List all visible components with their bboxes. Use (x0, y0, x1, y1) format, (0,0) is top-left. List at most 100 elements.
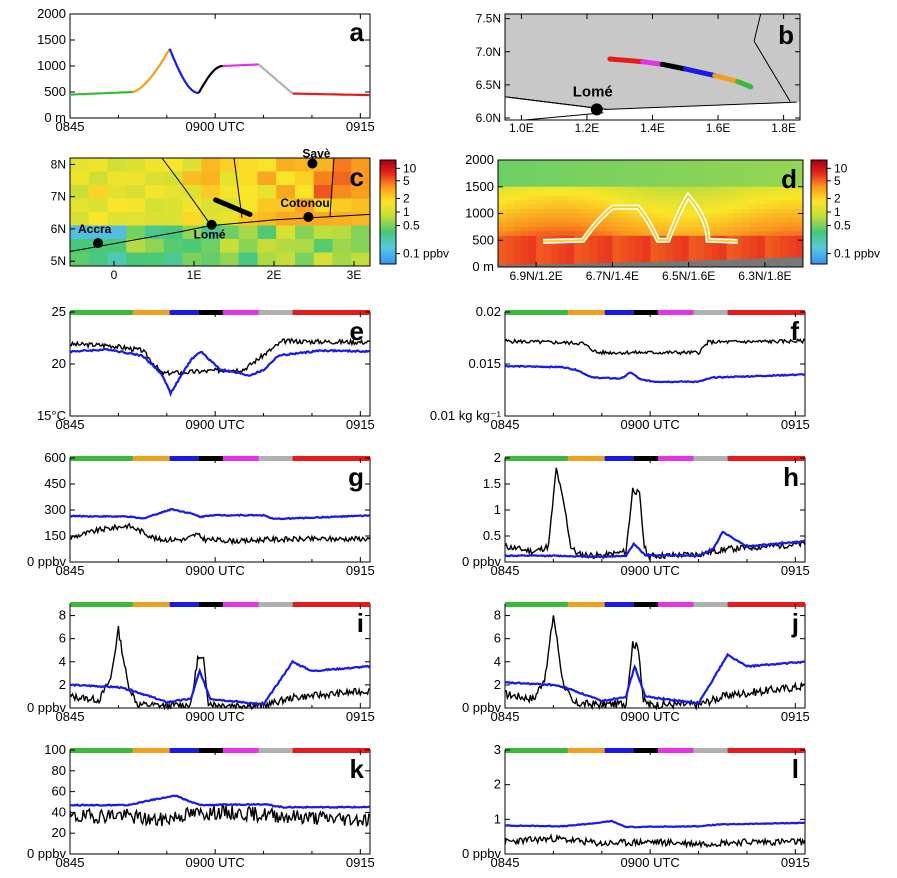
heatmap-cell (642, 244, 651, 250)
heatmap-cell (719, 217, 728, 223)
heatmap-cell (734, 173, 743, 179)
land-area (505, 14, 800, 120)
heatmap-cell (313, 225, 333, 240)
heatmap-cell (726, 200, 735, 206)
heatmap-cell (787, 249, 796, 255)
y-tick-label: 0.5 (483, 528, 501, 543)
heatmap-cell (719, 173, 728, 179)
segment-bar (132, 602, 170, 607)
colorbar-cell (811, 243, 827, 247)
heatmap-cell (681, 226, 690, 232)
heatmap-cell (650, 160, 659, 165)
heatmap-cell (627, 164, 636, 170)
heatmap-cell (498, 240, 507, 246)
heatmap-cell (749, 235, 758, 241)
heatmap-cell (597, 209, 606, 214)
heatmap-cell (559, 164, 568, 170)
colorbar-cell (811, 160, 827, 164)
plot-frame (504, 457, 806, 563)
heatmap-cell (257, 225, 277, 240)
segment-bar (169, 310, 199, 315)
heatmap-cell (635, 160, 644, 165)
aircraft-line (504, 833, 806, 849)
heatmap-cell (107, 239, 127, 253)
x-tick-label: 0915 (346, 119, 375, 134)
heatmap-cell (620, 173, 629, 179)
heatmap-cell (787, 191, 796, 197)
heatmap-cell (257, 212, 277, 226)
segment-bar (505, 310, 568, 315)
heatmap-cell (581, 249, 590, 255)
heatmap-cell (742, 213, 751, 219)
flight-track (542, 194, 739, 243)
heatmap-cell (536, 240, 545, 246)
heatmap-cell (612, 258, 621, 264)
heatmap-cell (528, 160, 537, 165)
heatmap-cell (589, 231, 598, 237)
x-tick-label: 0915 (781, 709, 810, 724)
heatmap-cell (749, 204, 758, 210)
heatmap-cell (696, 204, 705, 210)
heatmap-cell (658, 253, 667, 259)
heatmap-cell (574, 177, 583, 183)
heatmap-cell (498, 204, 507, 210)
heatmap-cell (681, 191, 690, 197)
heatmap-cell (574, 209, 583, 214)
heatmap-cell (642, 258, 651, 264)
heatmap-cell (505, 235, 514, 241)
heatmap-cell (581, 177, 590, 183)
heatmap-cell (574, 182, 583, 188)
y-tick-label: 600 (44, 450, 66, 465)
heatmap-cell (764, 222, 773, 228)
y-tick-label: 6 (494, 631, 501, 646)
heatmap-cell (726, 173, 735, 179)
colorbar-label: 2 (403, 191, 410, 205)
heatmap-cell (566, 191, 575, 197)
heatmap-cell (749, 226, 758, 232)
heatmap-cell (642, 222, 651, 228)
heatmap-cell (650, 249, 659, 255)
altitude-segment (132, 48, 171, 94)
heatmap-cell (742, 222, 751, 228)
heatmap-cell (681, 258, 690, 264)
segment-bar (604, 748, 634, 753)
heatmap-cell (536, 191, 545, 197)
heatmap-cell (505, 160, 514, 165)
x-tick-label: 0915 (346, 417, 375, 432)
heatmap-cell (589, 168, 598, 174)
panel-letter-e: e (350, 316, 364, 346)
segment-bar (198, 310, 223, 315)
heatmap-cell (551, 235, 560, 241)
colorbar-cell (380, 230, 396, 234)
heatmap-cell (604, 191, 613, 197)
heatmap-cell (520, 164, 529, 170)
heatmap-cell (665, 249, 674, 255)
heatmap-cell (536, 231, 545, 237)
heatmap-cell (574, 195, 583, 201)
heatmap-cell (772, 222, 781, 228)
heatmap-cell (772, 209, 781, 214)
heatmap-cell (520, 195, 529, 201)
heatmap-cell (719, 168, 728, 174)
heatmap-cell (201, 252, 221, 267)
heatmap-cell (688, 168, 697, 174)
heatmap-cell (604, 231, 613, 237)
heatmap-cell (295, 252, 315, 267)
heatmap-cell (681, 182, 690, 188)
heatmap-cell (635, 253, 644, 259)
heatmap-cell (650, 191, 659, 197)
heatmap-cell (665, 168, 674, 174)
heatmap-cell (658, 209, 667, 214)
heatmap-cell (703, 249, 712, 255)
heatmap-cell (658, 200, 667, 206)
heatmap-cell (772, 253, 781, 259)
border-line (161, 157, 211, 225)
heatmap-cell (612, 200, 621, 206)
heatmap-cell (551, 231, 560, 237)
heatmap-cell (528, 240, 537, 246)
heatmap-cell (513, 200, 522, 206)
heatmap-cell (566, 164, 575, 170)
colorbar-cell (380, 248, 396, 252)
heatmap-cell (757, 173, 766, 179)
y-tick-label: 7N (51, 190, 66, 204)
